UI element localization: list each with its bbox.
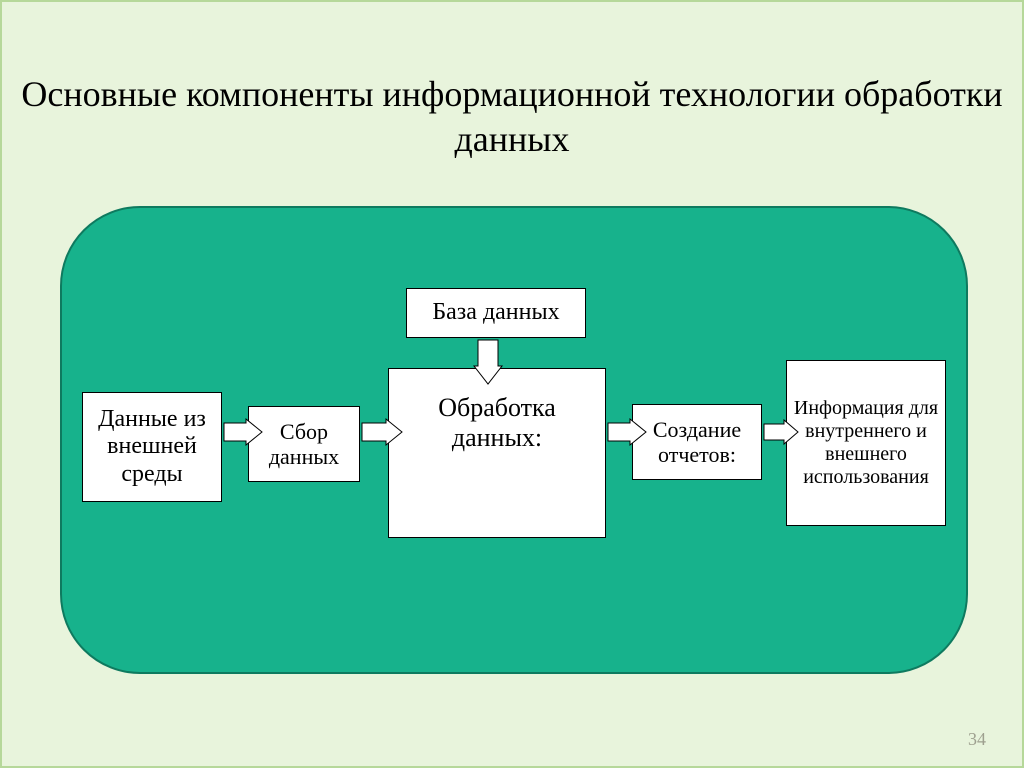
node-external-data: Данные из внешней среды xyxy=(82,392,222,502)
node-data-processing: Обработка данных: xyxy=(388,368,606,538)
slide-title: Основные компоненты информационной техно… xyxy=(2,72,1022,162)
slide-number: 34 xyxy=(968,729,986,750)
node-database: База данных xyxy=(406,288,586,338)
node-information-output: Информация для внутреннего и внешнего ис… xyxy=(786,360,946,526)
slide: Основные компоненты информационной техно… xyxy=(0,0,1024,768)
node-data-collection: Сбор данных xyxy=(248,406,360,482)
node-report-creation: Создание отчетов: xyxy=(632,404,762,480)
